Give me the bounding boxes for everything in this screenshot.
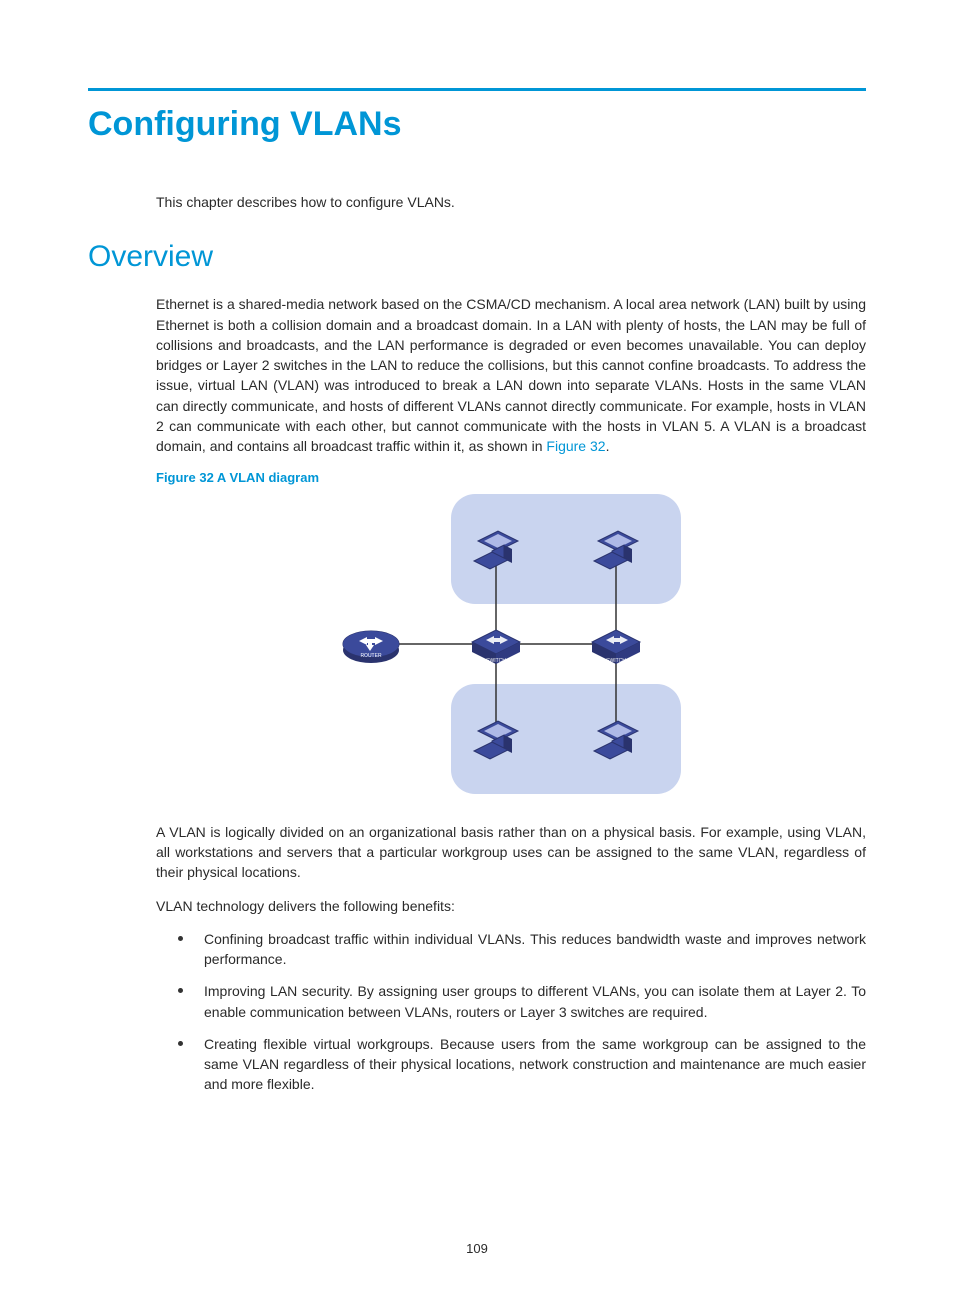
top-rule (88, 88, 866, 91)
benefits-list: Confining broadcast traffic within indiv… (156, 929, 866, 1095)
section-title: Overview (88, 240, 866, 274)
chapter-title: Configuring VLANs (88, 105, 866, 144)
paragraph-1: Ethernet is a shared-media network based… (156, 294, 866, 456)
document-page: Configuring VLANs This chapter describes… (0, 0, 954, 1296)
page-number: 109 (0, 1241, 954, 1256)
paragraph-2: A VLAN is logically divided on an organi… (156, 822, 866, 883)
list-item: Confining broadcast traffic within indiv… (156, 929, 866, 970)
body-content: Ethernet is a shared-media network based… (156, 294, 866, 1094)
paragraph-3: VLAN technology delivers the following b… (156, 896, 866, 916)
figure-caption: Figure 32 A VLAN diagram (156, 469, 866, 488)
paragraph-1-tail: . (606, 438, 610, 454)
svg-text:SWITCH: SWITCH (486, 658, 506, 664)
figure-link[interactable]: Figure 32 (546, 438, 605, 454)
svg-text:ROUTER: ROUTER (360, 653, 382, 659)
paragraph-1-text: Ethernet is a shared-media network based… (156, 296, 866, 454)
list-item: Creating flexible virtual workgroups. Be… (156, 1034, 866, 1095)
intro-paragraph: This chapter describes how to configure … (156, 192, 866, 212)
vlan-diagram: ROUTER SWITCH SWITCH (156, 494, 866, 794)
svg-text:SWITCH: SWITCH (606, 658, 626, 664)
list-item: Improving LAN security. By assigning use… (156, 981, 866, 1022)
